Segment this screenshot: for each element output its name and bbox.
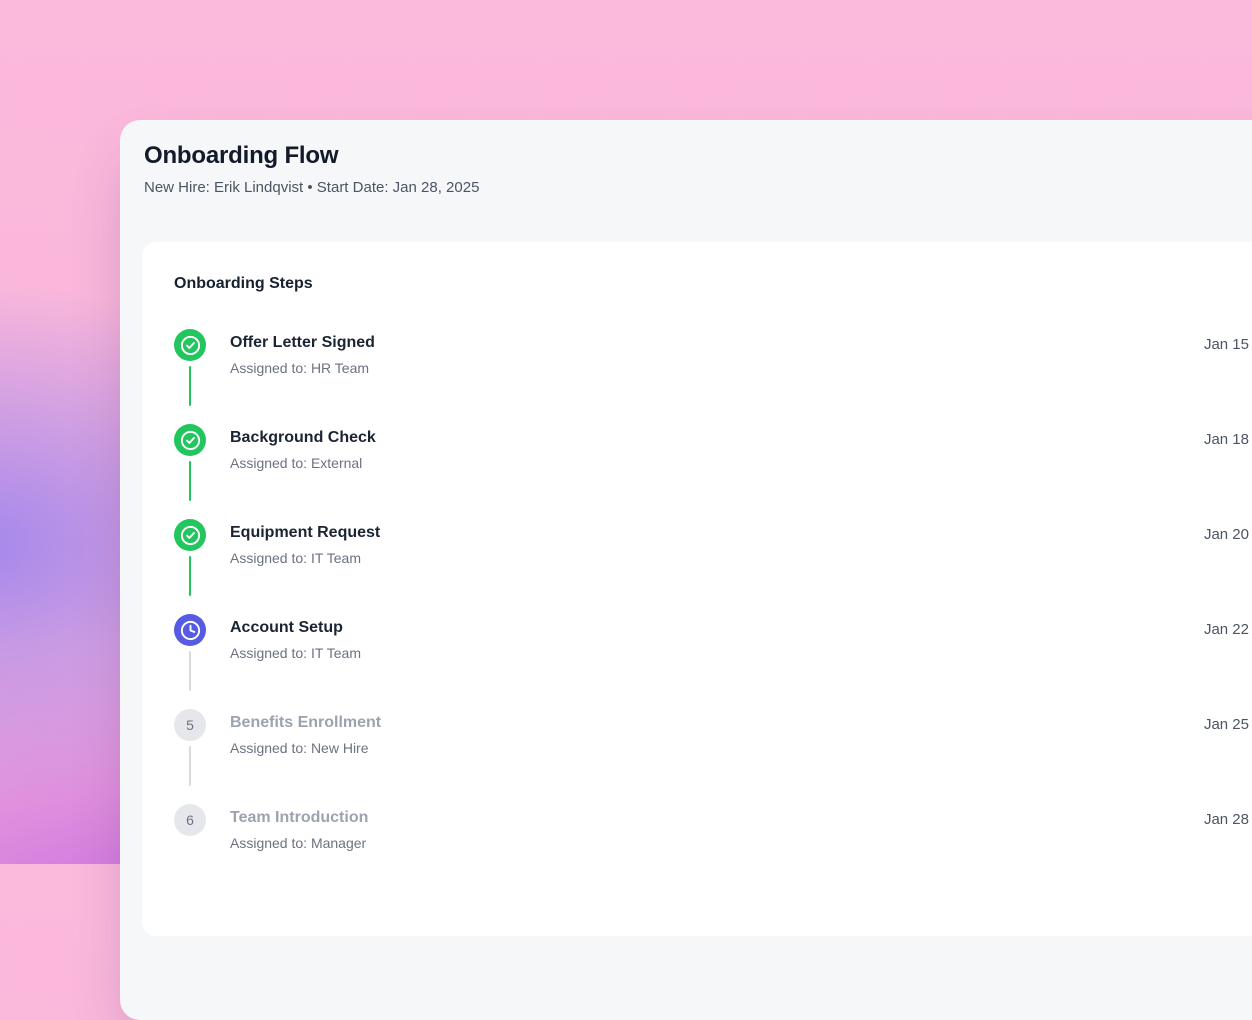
step-marker: 5	[174, 709, 206, 786]
step-title: Background Check	[230, 429, 376, 446]
step-title: Benefits Enrollment	[230, 714, 382, 731]
step-content: Background Check Assigned to: External	[230, 424, 376, 473]
step-number: 6	[186, 812, 194, 828]
step-content: Team Introduction Assigned to: Manager	[230, 804, 368, 853]
step-status-circle	[174, 519, 206, 551]
step-due-date: Jan 20	[1203, 526, 1249, 543]
step-due-date: Jan 18	[1203, 431, 1249, 448]
step-assignee: Assigned to: Manager	[230, 835, 367, 851]
check-circle-icon	[180, 525, 200, 545]
step-assignee: Assigned to: HR Team	[230, 360, 370, 376]
step-content: Benefits Enrollment Assigned to: New Hir…	[230, 709, 381, 758]
step-title: Offer Letter Signed	[230, 334, 375, 351]
onboarding-panel: Onboarding Flow New Hire: Erik Lindqvist…	[120, 120, 1252, 1020]
step-status-circle	[174, 424, 206, 456]
steps-card: Onboarding Steps Offer Letter Signed Ass…	[142, 242, 1252, 936]
step-connector-line	[189, 556, 191, 596]
step-title: Account Setup	[230, 619, 343, 636]
step-row: Account Setup Assigned to: IT Team Jan 2…	[174, 614, 1249, 709]
step-status-circle: 6	[174, 804, 206, 836]
step-marker: 6	[174, 804, 206, 836]
clock-icon	[180, 620, 200, 640]
step-connector-line	[189, 651, 191, 691]
steps-heading: Onboarding Steps	[174, 275, 313, 292]
steps-list: Offer Letter Signed Assigned to: HR Team…	[174, 329, 1249, 866]
step-content: Equipment Request Assigned to: IT Team	[230, 519, 380, 568]
step-marker	[174, 614, 206, 691]
step-marker	[174, 519, 206, 596]
step-assignee: Assigned to: External	[230, 455, 363, 471]
step-content: Offer Letter Signed Assigned to: HR Team	[230, 329, 375, 378]
check-circle-icon	[180, 335, 200, 355]
step-due-date: Jan 28	[1203, 811, 1249, 828]
step-status-circle	[174, 329, 206, 361]
step-row: Equipment Request Assigned to: IT Team J…	[174, 519, 1249, 614]
step-content: Account Setup Assigned to: IT Team	[230, 614, 361, 663]
check-circle-icon	[180, 430, 200, 450]
step-due-date: Jan 15	[1203, 336, 1249, 353]
step-connector-line	[189, 746, 191, 786]
step-row: 6 Team Introduction Assigned to: Manager…	[174, 804, 1249, 866]
step-status-circle	[174, 614, 206, 646]
step-connector-line	[189, 366, 191, 406]
step-row: Background Check Assigned to: External J…	[174, 424, 1249, 519]
page-subtitle: New Hire: Erik Lindqvist • Start Date: J…	[144, 179, 480, 196]
step-status-circle: 5	[174, 709, 206, 741]
step-row: 5 Benefits Enrollment Assigned to: New H…	[174, 709, 1249, 804]
step-assignee: Assigned to: New Hire	[230, 740, 369, 756]
step-title: Team Introduction	[230, 809, 369, 826]
step-marker	[174, 424, 206, 501]
step-title: Equipment Request	[230, 524, 381, 541]
step-assignee: Assigned to: IT Team	[230, 550, 361, 566]
page-title: Onboarding Flow	[144, 142, 339, 169]
step-assignee: Assigned to: IT Team	[230, 645, 361, 661]
step-due-date: Jan 22	[1203, 621, 1249, 638]
step-due-date: Jan 25	[1203, 716, 1249, 733]
step-marker	[174, 329, 206, 406]
step-row: Offer Letter Signed Assigned to: HR Team…	[174, 329, 1249, 424]
step-number: 5	[186, 717, 194, 733]
step-connector-line	[189, 461, 191, 501]
